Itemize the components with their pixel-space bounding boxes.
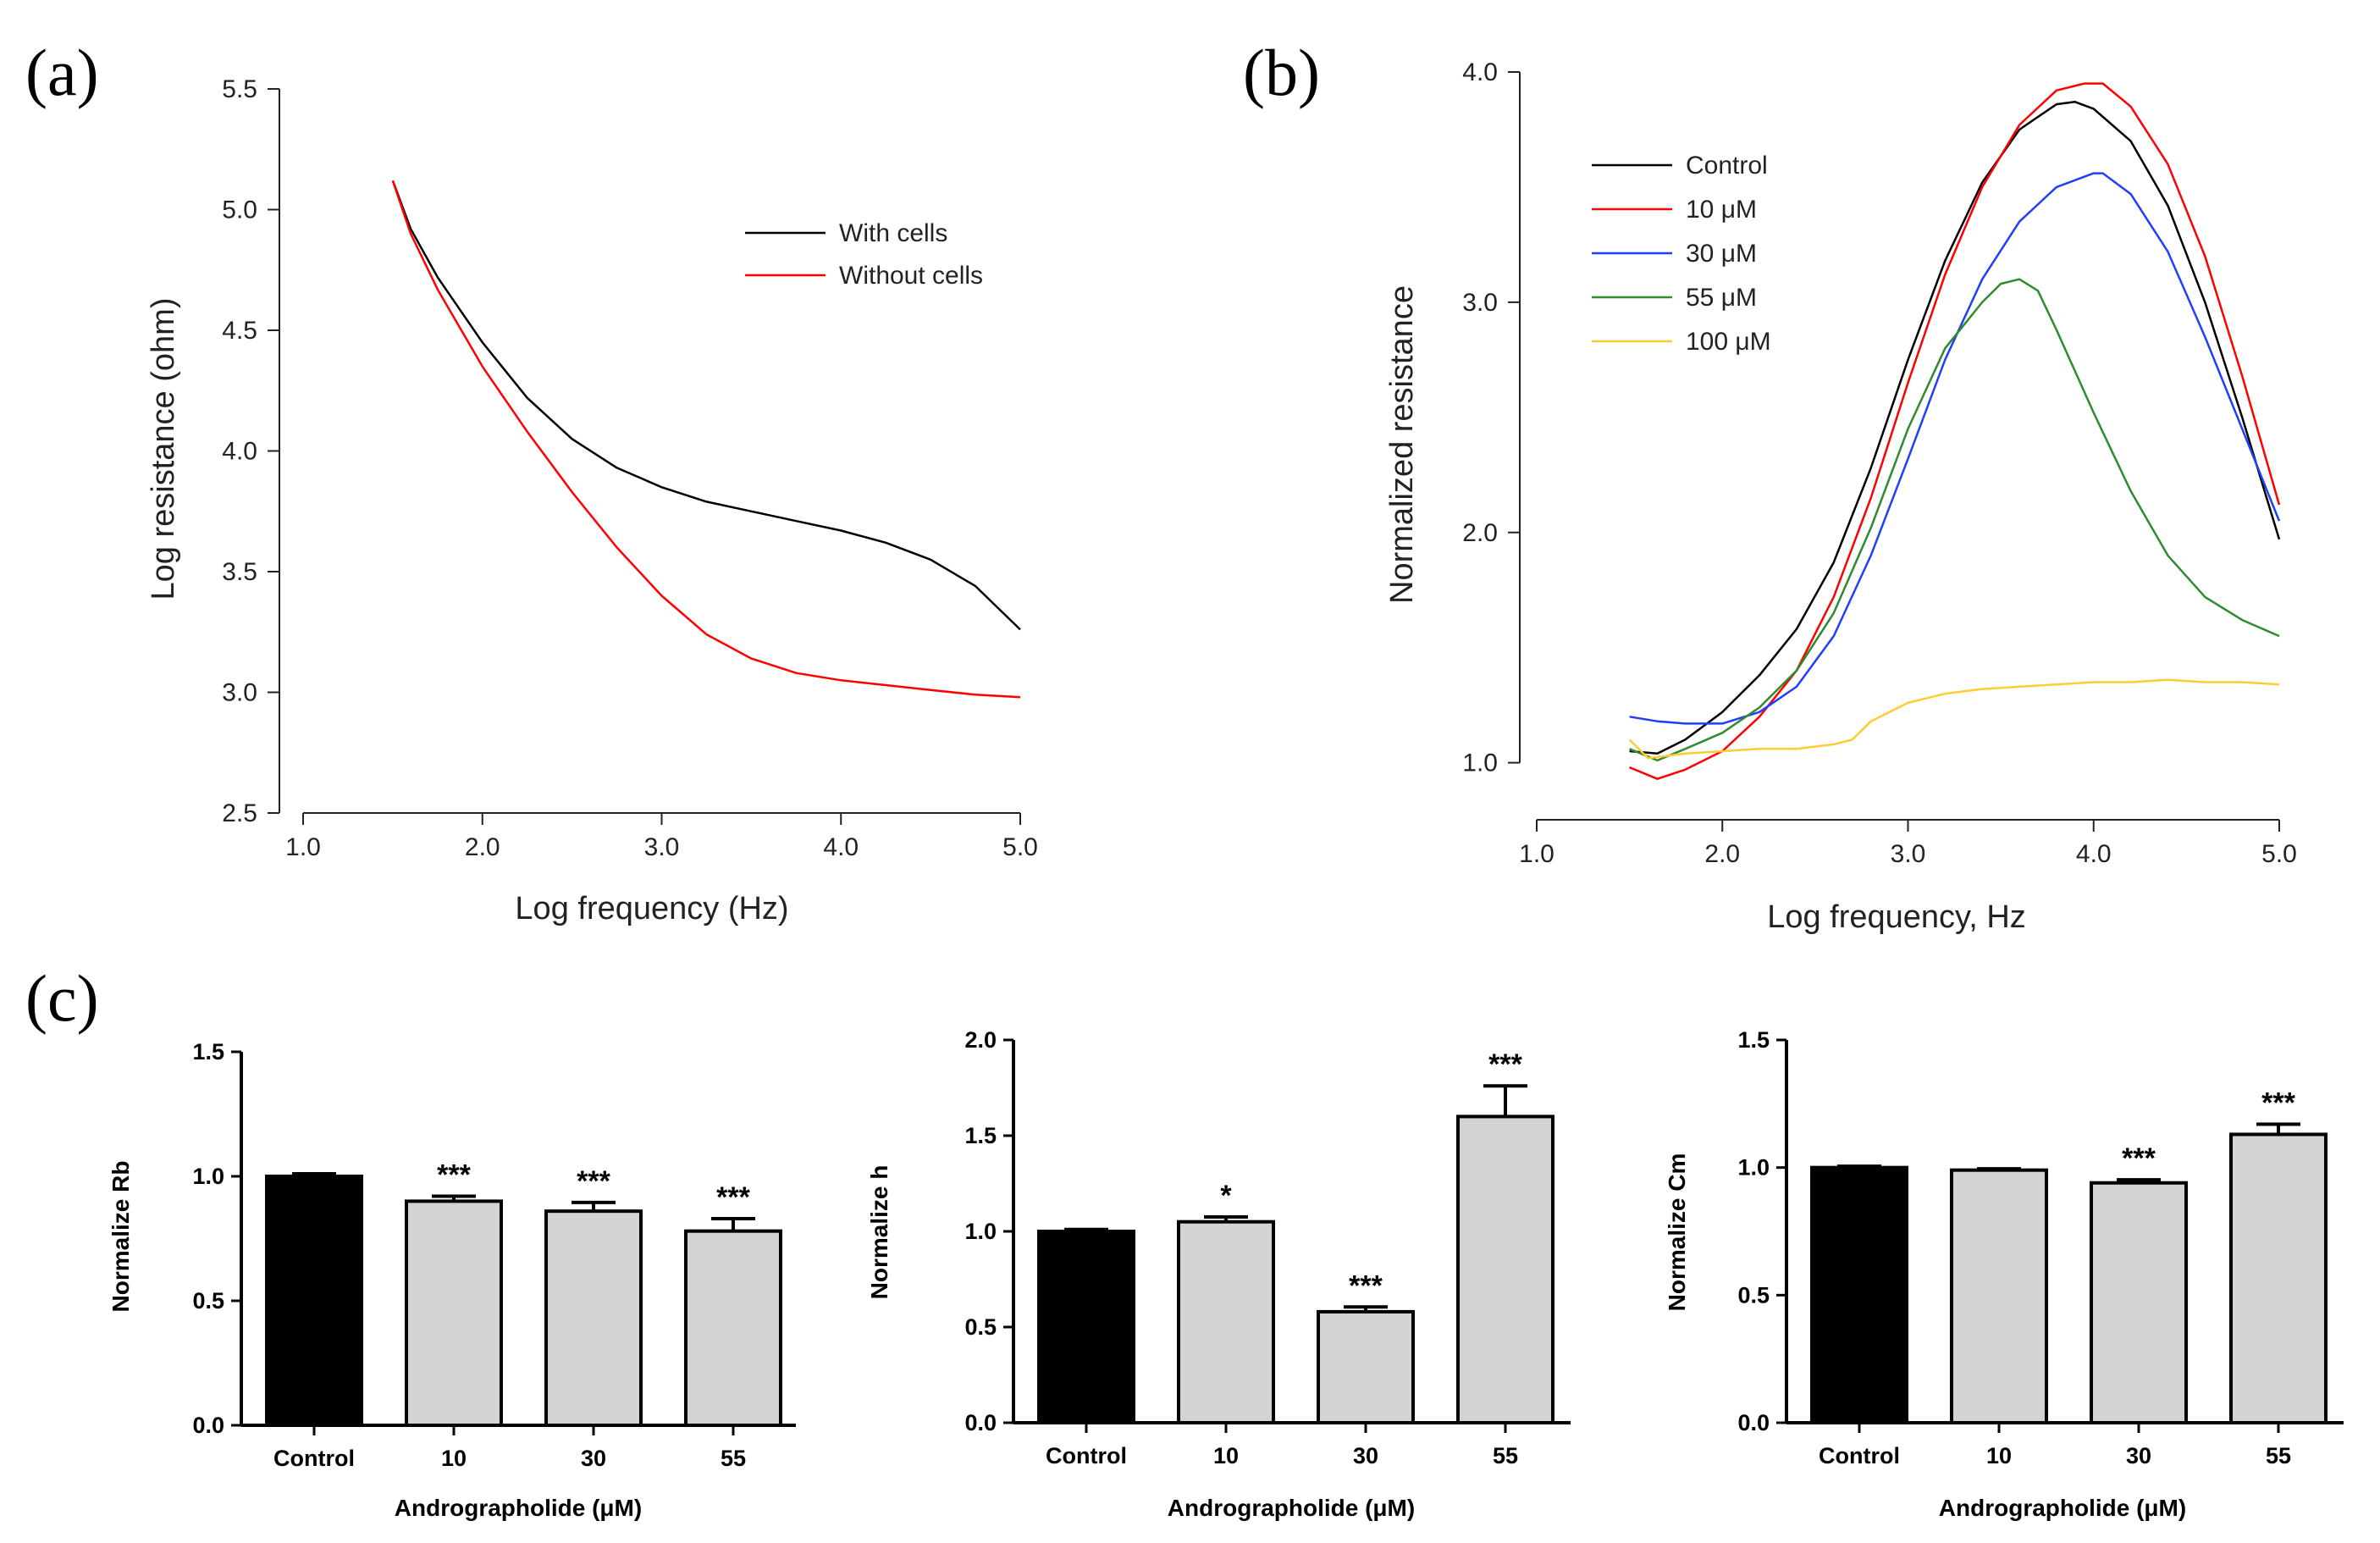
bar-0: [265, 1175, 363, 1427]
significance-marker: ***: [2122, 1142, 2156, 1175]
y-tick-label: 0.5: [964, 1314, 997, 1340]
y-tick-label: 1.0: [964, 1219, 997, 1244]
y-axis-label: Normalize h: [866, 1165, 892, 1300]
bar-chart-rb: 0.0 0.5 1.0 1.5 Control 10 *** 30 *** 55 *** Normal…: [108, 1039, 796, 1521]
x-tick-label: 1.0: [1519, 840, 1554, 868]
y-tick-label: 1.0: [192, 1164, 224, 1189]
series-line-0: [1629, 101, 2281, 755]
y-tick-label: 2.0: [1462, 519, 1498, 547]
category-label: Control: [1819, 1443, 1900, 1468]
legend-label-0: Control: [1686, 152, 1768, 180]
y-tick-label: 0.0: [192, 1413, 224, 1438]
bar-1: [405, 1199, 503, 1428]
panel-label-b: (b): [1243, 36, 1320, 109]
x-tick-label: 5.0: [1002, 833, 1038, 861]
y-tick-label: 0.0: [1737, 1410, 1770, 1435]
bar-1: [1950, 1168, 2048, 1425]
y-tick-label: 3.0: [1462, 289, 1498, 317]
y-tick-label: 2.5: [222, 799, 257, 827]
bar-3: [684, 1229, 782, 1428]
category-label: 30: [2126, 1443, 2151, 1468]
legend-label-1: Without cells: [839, 262, 983, 290]
series-line-4: [1628, 678, 2280, 760]
category-label: 10: [441, 1446, 467, 1471]
series-line-1: [391, 180, 1021, 699]
y-tick-label: 4.0: [222, 438, 257, 466]
legend-label-1: 10 μM: [1686, 196, 1757, 224]
x-tick-label: 2.0: [465, 833, 500, 861]
legend-label-3: 55 μM: [1686, 284, 1757, 312]
y-tick-label: 0.5: [1737, 1282, 1770, 1308]
y-axis-label: Normalize Rb: [108, 1161, 134, 1313]
y-axis-label: Normalized resistance: [1384, 285, 1420, 604]
bar-1: [1177, 1219, 1275, 1424]
y-tick-label: 5.0: [222, 196, 257, 224]
x-tick-label: 3.0: [1891, 840, 1926, 868]
x-axis-label: Andrographolide (μM): [395, 1495, 642, 1521]
legend-label-2: 30 μM: [1686, 240, 1757, 268]
y-tick-label: 1.5: [1737, 1027, 1770, 1053]
y-tick-label: 1.5: [964, 1123, 997, 1148]
significance-marker: ***: [577, 1165, 610, 1197]
bar-2: [1317, 1309, 1415, 1425]
significance-marker: ***: [716, 1181, 750, 1214]
x-tick-label: 1.0: [285, 833, 321, 861]
x-tick-label: 4.0: [2076, 840, 2112, 868]
x-axis-label: Andrographolide (μM): [1939, 1495, 2186, 1521]
category-label: 30: [1353, 1443, 1378, 1468]
y-tick-label: 3.5: [222, 558, 257, 586]
category-label: 10: [1213, 1443, 1239, 1468]
category-label: 10: [1986, 1443, 2012, 1468]
bar-3: [1456, 1114, 1554, 1425]
line-chart-b: 1.0 2.0 3.0 4.0 1.0 2.0 3.0 4.0 5.0 Normalized re…: [1384, 58, 2297, 935]
panel-label-c: (c): [25, 961, 99, 1035]
x-tick-label: 5.0: [2261, 840, 2297, 868]
significance-marker: ***: [437, 1159, 471, 1192]
category-label: 55: [2266, 1443, 2291, 1468]
y-tick-label: 0.5: [192, 1288, 224, 1313]
category-label: 55: [721, 1446, 746, 1471]
y-axis-label: Normalize Cm: [1664, 1153, 1690, 1312]
y-tick-label: 1.0: [1737, 1155, 1770, 1181]
y-tick-label: 4.5: [222, 317, 257, 345]
category-label: Control: [273, 1446, 355, 1471]
y-tick-label: 2.0: [964, 1027, 997, 1053]
category-label: Control: [1046, 1443, 1127, 1468]
x-axis-label: Andrographolide (μM): [1168, 1495, 1415, 1521]
x-tick-label: 3.0: [644, 833, 680, 861]
y-tick-label: 1.0: [1462, 749, 1498, 777]
y-tick-label: 3.0: [222, 679, 257, 707]
x-tick-label: 2.0: [1704, 840, 1740, 868]
panel-label-a: (a): [25, 36, 99, 109]
significance-marker: *: [1220, 1180, 1232, 1212]
bar-chart-cm: 0.0 0.5 1.0 1.5 Control 10 30 *** 55 *** Normalize…: [1664, 1027, 2344, 1521]
series-line-0: [391, 180, 1021, 631]
y-tick-label: 5.5: [222, 75, 257, 103]
category-label: 30: [581, 1446, 606, 1471]
series-line-2: [1629, 172, 2281, 725]
significance-marker: ***: [1349, 1269, 1383, 1302]
bar-2: [2090, 1181, 2188, 1425]
significance-marker: ***: [2261, 1087, 2295, 1119]
category-label: 55: [1493, 1443, 1518, 1468]
y-tick-label: 4.0: [1462, 58, 1498, 86]
legend-label-0: With cells: [839, 219, 947, 247]
significance-marker: ***: [1488, 1048, 1522, 1081]
bar-2: [544, 1209, 643, 1428]
line-chart-a: 2.5 3.0 3.5 4.0 4.5 5.0 5.5 1.0 2.0 3.0 4.0 5.0 Log …: [146, 75, 1038, 926]
x-tick-label: 4.0: [823, 833, 859, 861]
bar-chart-h: 0.0 0.5 1.0 1.5 2.0 Control 10 * 30 *** 55 *** Norma…: [866, 1027, 1571, 1521]
series-line-1: [1629, 82, 2281, 780]
x-axis-label: Log frequency, Hz: [1767, 899, 2026, 935]
x-axis-label: Log frequency (Hz): [515, 891, 788, 926]
series-line-3: [1629, 278, 2280, 762]
bar-0: [1037, 1230, 1135, 1424]
y-tick-label: 1.5: [192, 1039, 224, 1065]
legend-label-4: 100 μM: [1686, 328, 1771, 356]
bar-3: [2229, 1132, 2328, 1424]
y-axis-label: Log resistance (ohm): [146, 298, 181, 600]
y-tick-label: 0.0: [964, 1410, 997, 1435]
bar-0: [1810, 1165, 1908, 1424]
